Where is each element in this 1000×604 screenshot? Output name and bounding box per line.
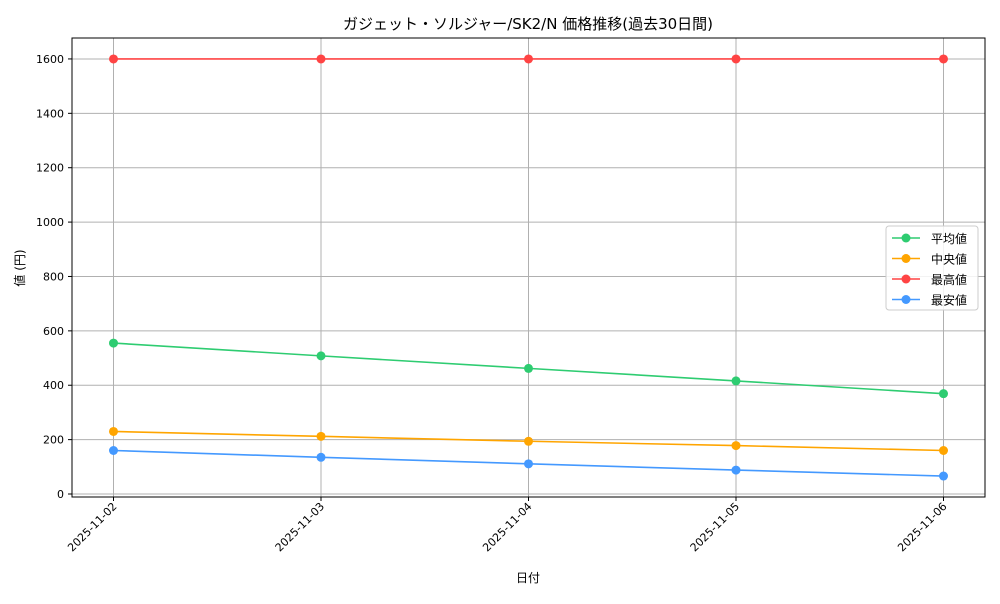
legend-label: 最安値 <box>931 293 967 308</box>
legend-label: 最高値 <box>931 272 967 287</box>
x-tick-label: 2025-11-05 <box>688 500 742 554</box>
data-point <box>731 376 741 386</box>
legend-marker <box>901 233 911 243</box>
data-point <box>316 54 326 64</box>
data-point <box>316 431 326 441</box>
y-tick-label: 1400 <box>36 107 64 120</box>
data-point <box>939 54 948 64</box>
legend-box <box>885 225 979 311</box>
data-point <box>524 436 533 446</box>
x-tick-label: 2025-11-04 <box>480 500 534 554</box>
data-point <box>524 363 533 373</box>
legend-label: 平均値 <box>931 231 967 246</box>
x-tick-label: 2025-11-06 <box>895 500 949 554</box>
data-point <box>316 452 326 462</box>
data-point <box>109 446 118 456</box>
data-point <box>524 54 533 64</box>
data-point <box>731 465 741 475</box>
plot-frame <box>71 37 986 498</box>
y-tick-label: 1600 <box>36 53 64 66</box>
data-point <box>109 426 118 436</box>
data-point <box>731 441 741 451</box>
data-point <box>731 54 741 64</box>
chart-title: ガジェット・ソルジャー/SK2/N 価格推移(過去30日間) <box>343 15 713 33</box>
x-axis-label: 日付 <box>516 571 540 585</box>
y-tick-label: 200 <box>43 434 64 447</box>
y-tick-label: 0 <box>57 488 64 501</box>
legend-label: 中央値 <box>931 252 967 267</box>
legend-marker <box>901 295 911 304</box>
data-point <box>316 351 326 361</box>
data-point <box>109 338 118 348</box>
data-point <box>524 459 533 469</box>
y-axis-label: 値 (円) <box>12 249 27 286</box>
y-tick-label: 400 <box>43 379 64 392</box>
y-tick-label: 1200 <box>36 162 64 175</box>
legend-marker <box>901 274 911 284</box>
y-tick-label: 600 <box>43 325 64 338</box>
legend-marker <box>901 254 911 263</box>
x-tick-label: 2025-11-02 <box>65 500 119 554</box>
data-point <box>109 54 118 64</box>
data-point <box>939 471 948 481</box>
data-point <box>939 389 948 399</box>
y-tick-label: 1000 <box>36 216 64 229</box>
y-tick-label: 800 <box>43 270 64 283</box>
data-point <box>939 446 948 456</box>
x-tick-label: 2025-11-03 <box>273 500 327 554</box>
